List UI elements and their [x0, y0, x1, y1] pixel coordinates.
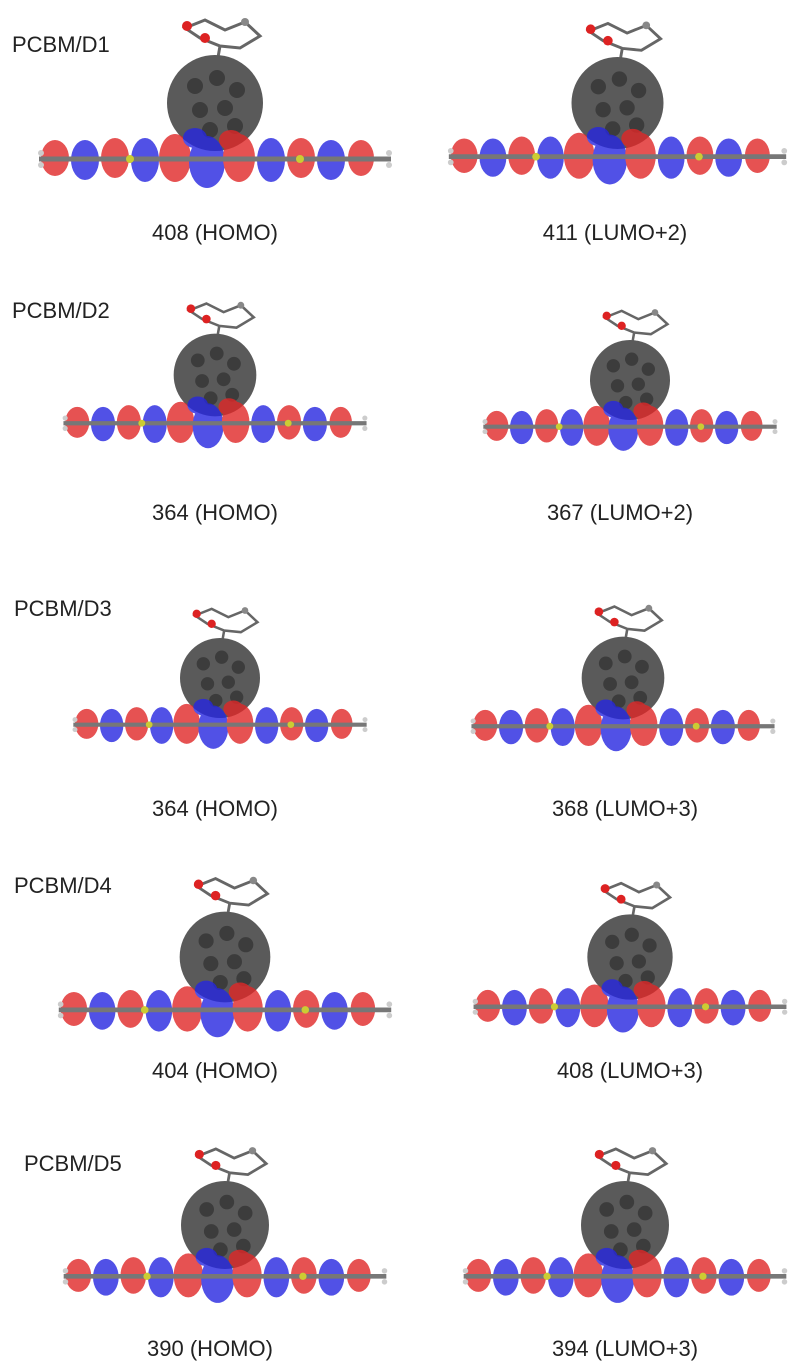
row-label: PCBM/D4	[14, 873, 112, 898]
caption: 367 (LUMO+2)	[547, 500, 693, 525]
caption: 411 (LUMO+2)	[543, 220, 687, 245]
caption: 394 (LUMO+3)	[552, 1336, 698, 1361]
row-label: PCBM/D2	[12, 298, 110, 323]
molecule-image	[473, 881, 788, 1032]
caption: 390 (HOMO)	[147, 1336, 273, 1361]
molecule-image	[73, 607, 368, 749]
molecule-image	[463, 1147, 788, 1303]
row-label: PCBM/D1	[12, 32, 110, 57]
molecule-image	[471, 605, 776, 751]
caption: 364 (HOMO)	[152, 500, 278, 525]
molecule-image	[483, 309, 778, 451]
molecule-image	[448, 22, 787, 185]
caption: 404 (HOMO)	[152, 1058, 278, 1083]
caption: 364 (HOMO)	[152, 796, 278, 821]
caption: 368 (LUMO+3)	[552, 796, 698, 821]
row-label: PCBM/D3	[14, 596, 112, 621]
molecule-image	[63, 302, 368, 448]
molecule-image	[58, 877, 392, 1038]
caption: 408 (HOMO)	[152, 220, 278, 245]
row-label: PCBM/D5	[24, 1151, 122, 1176]
figure: PCBM/D1 408 (HOMO) 411 (LUMO+2) PCBM/D2 …	[0, 0, 791, 1363]
caption: 408 (LUMO+3)	[557, 1058, 703, 1083]
